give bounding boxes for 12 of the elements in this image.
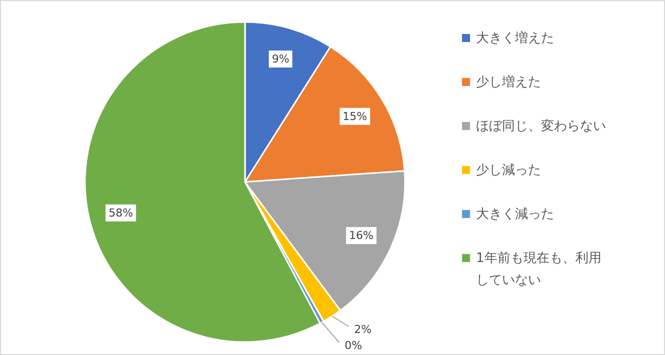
data-label: 58% [108, 206, 134, 220]
legend-label: 大きく減った [476, 206, 554, 222]
legend-label: 1年前も現在も、利用していない [476, 250, 602, 288]
legend-label: 大きく増えた [476, 30, 554, 46]
data-label: 16% [349, 229, 374, 242]
data-label: 15% [342, 110, 368, 123]
legend-label: ほぼ同じ、変わらない [476, 118, 606, 134]
legend-label: 少し増えた [476, 74, 541, 90]
legend-label: 少し減った [476, 162, 541, 178]
data-label: 2% [354, 323, 372, 336]
data-label: 0% [344, 339, 362, 352]
data-label: 9% [272, 52, 290, 66]
